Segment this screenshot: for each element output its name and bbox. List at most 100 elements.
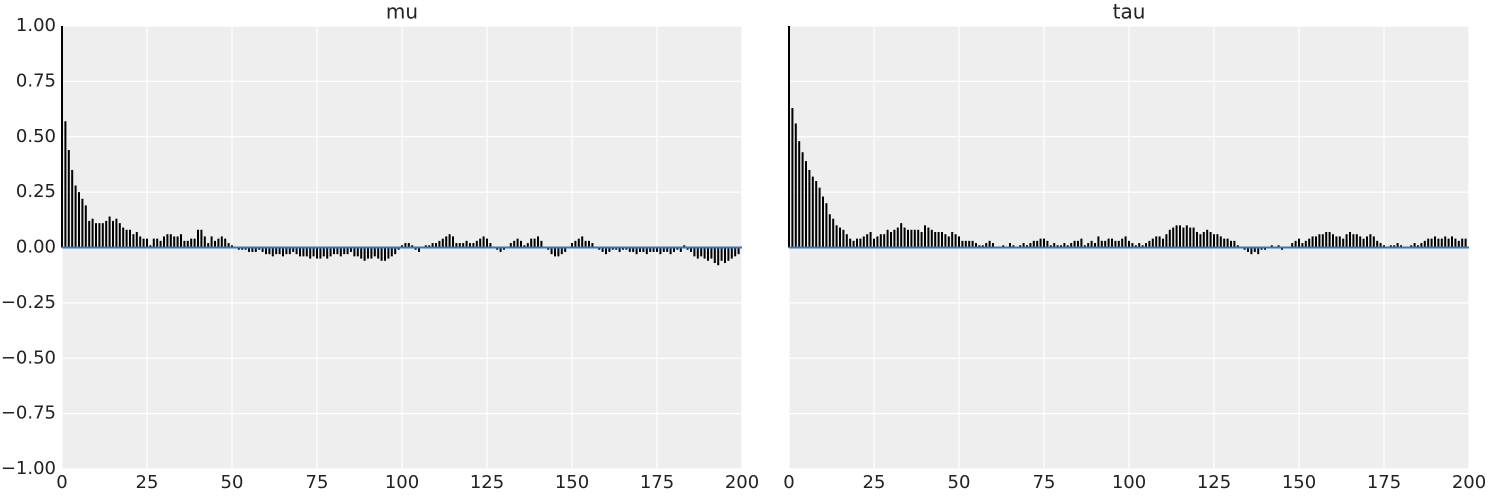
bar bbox=[659, 247, 662, 255]
bar bbox=[139, 236, 142, 248]
bar bbox=[224, 238, 227, 248]
bar bbox=[193, 238, 196, 248]
bar bbox=[316, 247, 318, 259]
x-tick-label: 75 bbox=[306, 472, 329, 493]
bar bbox=[557, 247, 560, 257]
bar bbox=[1199, 234, 1202, 248]
bar bbox=[713, 247, 716, 264]
y-tick-label: −0.50 bbox=[1, 347, 56, 368]
bar bbox=[197, 229, 199, 248]
bar bbox=[930, 229, 933, 248]
bar bbox=[455, 243, 458, 248]
bar bbox=[186, 240, 189, 248]
bar bbox=[1260, 247, 1263, 250]
bar bbox=[696, 247, 699, 259]
bar bbox=[353, 247, 356, 257]
bar bbox=[988, 240, 991, 248]
bar bbox=[88, 220, 91, 248]
bar bbox=[1060, 245, 1062, 248]
bar bbox=[424, 245, 427, 248]
bar bbox=[1219, 236, 1222, 248]
bar bbox=[329, 247, 332, 257]
bar bbox=[418, 247, 420, 252]
bar bbox=[1413, 243, 1416, 248]
bar bbox=[1175, 225, 1178, 248]
bar bbox=[791, 107, 794, 248]
bar bbox=[1447, 238, 1450, 248]
bar bbox=[1338, 236, 1341, 248]
bar bbox=[530, 238, 533, 248]
bar bbox=[1111, 238, 1113, 248]
bar bbox=[469, 243, 471, 248]
bar bbox=[1145, 243, 1147, 248]
bar bbox=[367, 247, 369, 259]
bar bbox=[1128, 240, 1130, 248]
bar bbox=[683, 245, 686, 248]
bar bbox=[1104, 240, 1107, 248]
bar bbox=[903, 227, 906, 248]
y-tick-label: −0.75 bbox=[1, 403, 56, 424]
bar bbox=[839, 227, 841, 248]
x-tick-label: 50 bbox=[948, 472, 971, 493]
bar bbox=[1063, 243, 1066, 248]
panel-title: mu bbox=[386, 0, 418, 24]
bar bbox=[1400, 245, 1402, 248]
bar bbox=[808, 169, 811, 248]
bar bbox=[724, 247, 726, 264]
bar bbox=[1366, 236, 1368, 248]
bar bbox=[231, 245, 233, 248]
bar bbox=[1362, 238, 1365, 248]
bar bbox=[581, 236, 584, 248]
bar bbox=[1070, 243, 1073, 248]
bar bbox=[574, 240, 577, 248]
bar bbox=[295, 247, 298, 255]
bar bbox=[516, 238, 519, 248]
x-tick-label: 125 bbox=[470, 472, 504, 493]
bar bbox=[954, 234, 957, 248]
bar bbox=[1389, 245, 1392, 248]
bar bbox=[1094, 243, 1096, 248]
bar bbox=[1012, 245, 1015, 248]
x-tick-label: 100 bbox=[1112, 472, 1146, 493]
bar bbox=[1304, 240, 1307, 248]
bar bbox=[61, 26, 63, 248]
x-tick-label: 100 bbox=[385, 472, 419, 493]
bar bbox=[649, 247, 652, 252]
bar bbox=[431, 243, 434, 248]
bar bbox=[1185, 225, 1188, 248]
bar bbox=[98, 223, 101, 248]
bar bbox=[798, 141, 801, 248]
bar bbox=[452, 236, 454, 248]
bar bbox=[387, 247, 390, 259]
bar bbox=[944, 234, 947, 248]
y-tick-label: 1.00 bbox=[16, 15, 56, 36]
bar bbox=[322, 247, 325, 257]
bar bbox=[149, 245, 152, 248]
bar bbox=[876, 236, 879, 248]
bar bbox=[326, 247, 329, 259]
bar bbox=[1168, 229, 1171, 248]
bar bbox=[1172, 227, 1175, 248]
bar bbox=[305, 247, 308, 257]
bar bbox=[210, 236, 213, 248]
bar bbox=[859, 238, 862, 248]
bar bbox=[1277, 245, 1280, 248]
bar bbox=[734, 247, 737, 257]
bar bbox=[656, 247, 658, 252]
bar bbox=[132, 234, 135, 248]
x-tick-label: 200 bbox=[1452, 472, 1486, 493]
bar bbox=[176, 236, 179, 248]
bar bbox=[404, 243, 407, 248]
bar bbox=[1454, 238, 1457, 248]
bar bbox=[275, 247, 278, 255]
bar bbox=[513, 240, 516, 248]
bar bbox=[394, 247, 397, 255]
bar bbox=[333, 247, 335, 255]
bar bbox=[1141, 245, 1144, 248]
bar bbox=[200, 229, 203, 248]
bar bbox=[941, 231, 943, 248]
bar bbox=[1189, 227, 1192, 248]
bar bbox=[1369, 234, 1372, 248]
bar bbox=[1134, 245, 1137, 248]
bar bbox=[978, 245, 981, 248]
